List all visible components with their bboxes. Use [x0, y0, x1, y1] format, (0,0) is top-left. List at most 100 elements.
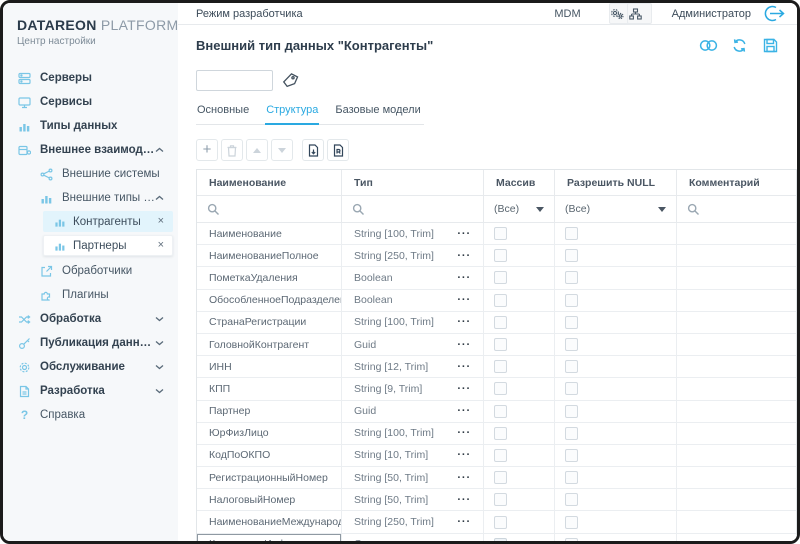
- array-checkbox[interactable]: [494, 516, 507, 529]
- chevron-down-icon[interactable]: [155, 316, 168, 322]
- tab-main[interactable]: Основные: [196, 104, 250, 125]
- array-checkbox[interactable]: [494, 338, 507, 351]
- collapse-chevron-icon[interactable]: [322, 541, 331, 544]
- array-checkbox[interactable]: [494, 360, 507, 373]
- field-name-cell[interactable]: ПометкаУдаления: [197, 267, 342, 288]
- table-row[interactable]: КПП String [9, Trim] ...: [197, 378, 796, 400]
- field-type-cell[interactable]: String [50, Trim] ...: [342, 489, 484, 510]
- comment-cell[interactable]: [677, 245, 796, 266]
- sidebar-item-external-data-types[interactable]: Внешние типы данн...: [3, 187, 178, 209]
- array-checkbox[interactable]: [494, 449, 507, 462]
- delete-row-button[interactable]: [221, 139, 243, 161]
- table-row[interactable]: КодПоОКПО String [10, Trim] ...: [197, 445, 796, 467]
- sidebar-item-partnery[interactable]: Партнеры ×: [43, 235, 173, 256]
- tab-structure[interactable]: Структура: [265, 104, 319, 125]
- column-header-allow-null[interactable]: Разрешить NULL: [555, 170, 677, 195]
- array-checkbox[interactable]: [494, 249, 507, 262]
- table-row[interactable]: ГоловнойКонтрагент Guid ...: [197, 334, 796, 356]
- table-row[interactable]: ПометкаУдаления Boolean ...: [197, 267, 796, 289]
- field-type-cell[interactable]: String [100, Trim] ...: [342, 312, 484, 333]
- field-type-cell[interactable]: String [250, Trim] ...: [342, 245, 484, 266]
- field-type-cell[interactable]: String [50, Trim] ...: [342, 467, 484, 488]
- allow-null-checkbox[interactable]: [565, 338, 578, 351]
- allow-null-checkbox[interactable]: [565, 360, 578, 373]
- comment-cell[interactable]: [677, 290, 796, 311]
- array-checkbox[interactable]: [494, 316, 507, 329]
- chevron-down-icon[interactable]: [155, 340, 168, 346]
- tab-base-models[interactable]: Базовые модели: [334, 104, 421, 125]
- export-file-button[interactable]: [302, 139, 324, 161]
- field-name-cell[interactable]: КодПоОКПО: [197, 445, 342, 466]
- close-icon[interactable]: ×: [156, 238, 166, 253]
- comment-cell[interactable]: [677, 334, 796, 355]
- comment-cell[interactable]: [677, 489, 796, 510]
- comment-cell[interactable]: [677, 534, 796, 544]
- field-type-cell[interactable]: Boolean ...: [342, 267, 484, 288]
- field-type-cell[interactable]: String [10, Trim] ...: [342, 445, 484, 466]
- allow-null-filter-dropdown[interactable]: (Все): [565, 203, 676, 215]
- field-name-cell[interactable]: СтранаРегистрации: [197, 312, 342, 333]
- field-type-cell[interactable]: Сложное поле ...: [342, 534, 484, 544]
- field-type-cell[interactable]: String [9, Trim] ...: [342, 378, 484, 399]
- allow-null-checkbox[interactable]: [565, 405, 578, 418]
- array-checkbox[interactable]: [494, 405, 507, 418]
- field-name-cell[interactable]: КПП: [197, 378, 342, 399]
- table-row[interactable]: КонтактнаяИнформация Сложное поле ...: [197, 534, 796, 544]
- field-name-cell[interactable]: РегистрационныйНомер: [197, 467, 342, 488]
- table-row[interactable]: ОбособленноеПодразделение Boolean ...: [197, 290, 796, 312]
- allow-null-checkbox[interactable]: [565, 493, 578, 506]
- column-header-type[interactable]: Тип: [342, 170, 484, 195]
- allow-null-checkbox[interactable]: [565, 316, 578, 329]
- sidebar-item-development[interactable]: Разработка: [3, 380, 178, 402]
- field-name-cell[interactable]: НаименованиеМеждународное: [197, 511, 342, 532]
- array-checkbox[interactable]: [494, 271, 507, 284]
- table-row[interactable]: НаименованиеПолное String [250, Trim] ..…: [197, 245, 796, 267]
- refresh-button[interactable]: [730, 36, 748, 54]
- hierarchy-button[interactable]: [627, 3, 652, 24]
- array-checkbox[interactable]: [494, 471, 507, 484]
- allow-null-checkbox[interactable]: [565, 516, 578, 529]
- sidebar-item-data-types[interactable]: Типы данных: [3, 115, 178, 137]
- move-up-button[interactable]: [246, 139, 268, 161]
- compare-toggle-button[interactable]: [699, 36, 717, 54]
- comment-cell[interactable]: [677, 378, 796, 399]
- search-icon[interactable]: [352, 203, 365, 216]
- column-header-comment[interactable]: Комментарий: [677, 170, 796, 195]
- comment-cell[interactable]: [677, 401, 796, 422]
- tag-button[interactable]: [278, 68, 302, 92]
- allow-null-checkbox[interactable]: [565, 382, 578, 395]
- field-name-cell[interactable]: ИНН: [197, 356, 342, 377]
- field-name-cell[interactable]: НалоговыйНомер: [197, 489, 342, 510]
- table-row[interactable]: ИНН String [12, Trim] ...: [197, 356, 796, 378]
- field-type-cell[interactable]: String [100, Trim] ...: [342, 223, 484, 244]
- allow-null-checkbox[interactable]: [565, 294, 578, 307]
- comment-cell[interactable]: [677, 423, 796, 444]
- allow-null-checkbox[interactable]: [565, 471, 578, 484]
- comment-cell[interactable]: [677, 511, 796, 532]
- logout-button[interactable]: [761, 4, 787, 24]
- field-type-cell[interactable]: Guid ...: [342, 401, 484, 422]
- search-icon[interactable]: [687, 203, 700, 216]
- array-filter-dropdown[interactable]: (Все): [494, 203, 554, 215]
- table-row[interactable]: РегистрационныйНомер String [50, Trim] .…: [197, 467, 796, 489]
- save-button[interactable]: [761, 36, 779, 54]
- table-row[interactable]: НаименованиеМеждународное String [250, T…: [197, 511, 796, 533]
- chevron-down-icon[interactable]: [155, 388, 168, 394]
- array-checkbox[interactable]: [494, 294, 507, 307]
- field-name-cell[interactable]: ГоловнойКонтрагент: [197, 334, 342, 355]
- comment-cell[interactable]: [677, 312, 796, 333]
- table-row[interactable]: ЮрФизЛицо String [100, Trim] ...: [197, 423, 796, 445]
- allow-null-checkbox[interactable]: [565, 249, 578, 262]
- field-type-cell[interactable]: Guid ...: [342, 334, 484, 355]
- field-name-cell[interactable]: Наименование: [197, 223, 342, 244]
- sidebar-item-plugins[interactable]: Плагины: [3, 284, 178, 306]
- chevron-up-icon[interactable]: [155, 147, 168, 153]
- array-checkbox[interactable]: [494, 227, 507, 240]
- array-checkbox[interactable]: [494, 382, 507, 395]
- field-name-cell[interactable]: Партнер: [197, 401, 342, 422]
- sidebar-item-servers[interactable]: Серверы: [3, 67, 178, 89]
- field-name-cell[interactable]: КонтактнаяИнформация: [197, 534, 342, 544]
- chevron-down-icon[interactable]: [155, 364, 168, 370]
- array-checkbox[interactable]: [494, 493, 507, 506]
- table-row[interactable]: СтранаРегистрации String [100, Trim] ...: [197, 312, 796, 334]
